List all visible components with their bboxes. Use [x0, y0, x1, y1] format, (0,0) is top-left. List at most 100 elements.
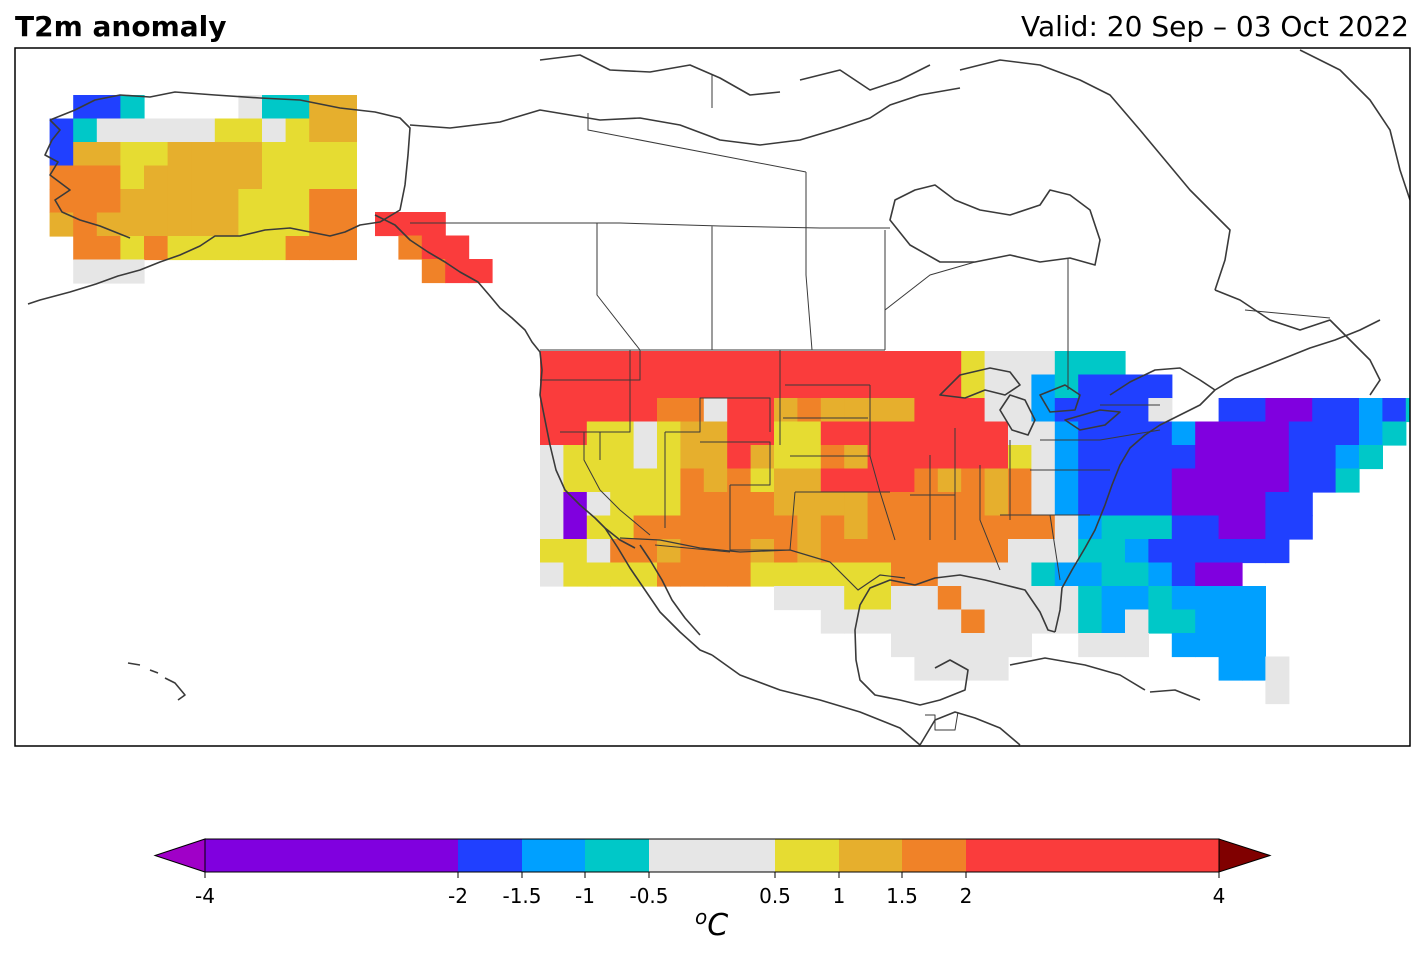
- conus-cell: [1078, 351, 1103, 376]
- colorbar-ticks: -4 -2 -1.5 -1 -0.5 0.5 1 1.5 2 4: [195, 872, 1225, 908]
- alaska-cell: [238, 212, 263, 237]
- alaska-cell: [214, 142, 239, 167]
- alaska-cell: [238, 165, 263, 190]
- colorbar-bin: [902, 839, 966, 872]
- alaska-cell: [49, 189, 74, 214]
- conus-cell: [867, 398, 892, 423]
- conus-cell: [774, 351, 798, 376]
- arctic-islands: [539, 54, 1231, 291]
- alaska-cell: [167, 236, 192, 261]
- conus-cell: [586, 398, 611, 423]
- conus-cell: [1125, 398, 1149, 423]
- colorbar-bin: [205, 839, 458, 872]
- conus-cell: [633, 351, 658, 376]
- conus-cell: [1335, 445, 1360, 470]
- conus-cell: [1242, 656, 1266, 681]
- conus-cell: [937, 445, 962, 470]
- conus-cell: [633, 539, 658, 564]
- conus-cell: [1008, 539, 1032, 564]
- conus-cell: [657, 421, 681, 446]
- conus-cell: [961, 492, 986, 517]
- conus-cell: [1031, 539, 1056, 564]
- labrador-coast: [1214, 289, 1381, 396]
- conus-cell: [1335, 421, 1360, 446]
- conus-cell: [540, 351, 564, 376]
- conus-cell: [820, 445, 845, 470]
- colorbar-over-arrow: [1218, 838, 1272, 873]
- alaska-coast: [27, 91, 411, 305]
- conus-cell: [1382, 398, 1407, 423]
- conus-cell: [750, 492, 775, 517]
- conus-cell: [891, 445, 915, 470]
- conus-cell: [1265, 656, 1290, 681]
- conus-cell: [540, 515, 564, 540]
- alaska-cell: [49, 142, 74, 167]
- alaska-cell: [238, 95, 263, 120]
- conus-cell: [680, 374, 705, 399]
- alaska-cell: [285, 236, 310, 261]
- alaska-cell: [214, 212, 239, 237]
- alaska-cell: [167, 212, 192, 237]
- conus-cell: [914, 562, 939, 587]
- conus-cell: [961, 586, 986, 611]
- conus-cell: [984, 492, 1009, 517]
- conus-cell: [657, 515, 681, 540]
- conus-cell: [1218, 586, 1243, 611]
- conus-cell: [703, 398, 728, 423]
- alaska-cell: [167, 118, 192, 143]
- colorbar-tick-label: 1: [833, 884, 846, 908]
- conus-cell: [774, 374, 798, 399]
- conus-cell: [657, 374, 681, 399]
- conus-cell: [1008, 515, 1032, 540]
- conus-cell: [774, 445, 798, 470]
- conus-cell: [680, 351, 705, 376]
- conus-cell: [1288, 398, 1313, 423]
- colorbar-tick-label: -1.5: [502, 884, 541, 908]
- conus-cell: [961, 468, 986, 493]
- conus-cell: [1054, 468, 1079, 493]
- conus-cell: [1078, 586, 1103, 611]
- conus-cell: [1148, 374, 1173, 399]
- us-mexico-border: [619, 537, 906, 591]
- conus-cell: [1078, 609, 1103, 634]
- conus-cell: [1078, 562, 1103, 587]
- conus-cell: [867, 515, 892, 540]
- conus-cell: [633, 515, 658, 540]
- conus-cell: [914, 515, 939, 540]
- conus-cell: [540, 562, 564, 587]
- conus-cell: [1359, 445, 1383, 470]
- conus-cell: [820, 421, 845, 446]
- colorbar-tick-label: -1: [575, 884, 595, 908]
- alaska-cell: [309, 165, 334, 190]
- conus-cell: [914, 398, 939, 423]
- alaska-cell: [214, 118, 239, 143]
- colorbar-bin: [775, 839, 839, 872]
- conus-cell: [867, 468, 892, 493]
- conus-cell: [1008, 351, 1032, 376]
- conus-cell: [1125, 633, 1149, 658]
- conus-cell: [727, 492, 752, 517]
- conus-cell: [1101, 515, 1126, 540]
- alaska-cell: [332, 142, 357, 167]
- conus-cell: [1195, 633, 1220, 658]
- alaska-cell: [120, 189, 145, 214]
- conus-cell: [1078, 374, 1103, 399]
- conus-cell: [1242, 586, 1266, 611]
- conus-cell: [937, 633, 962, 658]
- conus-cell: [563, 398, 588, 423]
- alaska-cell: [285, 212, 310, 237]
- conus-cell: [727, 445, 752, 470]
- alaska-cell: [309, 189, 334, 214]
- conus-cell: [1171, 445, 1196, 470]
- conus-cell: [891, 539, 915, 564]
- alaska-cell: [238, 118, 263, 143]
- conus-cell: [984, 633, 1009, 658]
- coastlines-and-borders: [27, 49, 1410, 746]
- alaska-cell: [120, 118, 145, 143]
- conus-cell: [1031, 374, 1056, 399]
- conus-cell: [820, 539, 845, 564]
- conus-cell: [867, 374, 892, 399]
- conus-cell: [680, 445, 705, 470]
- conus-cell: [820, 609, 845, 634]
- hawaii: [127, 662, 186, 701]
